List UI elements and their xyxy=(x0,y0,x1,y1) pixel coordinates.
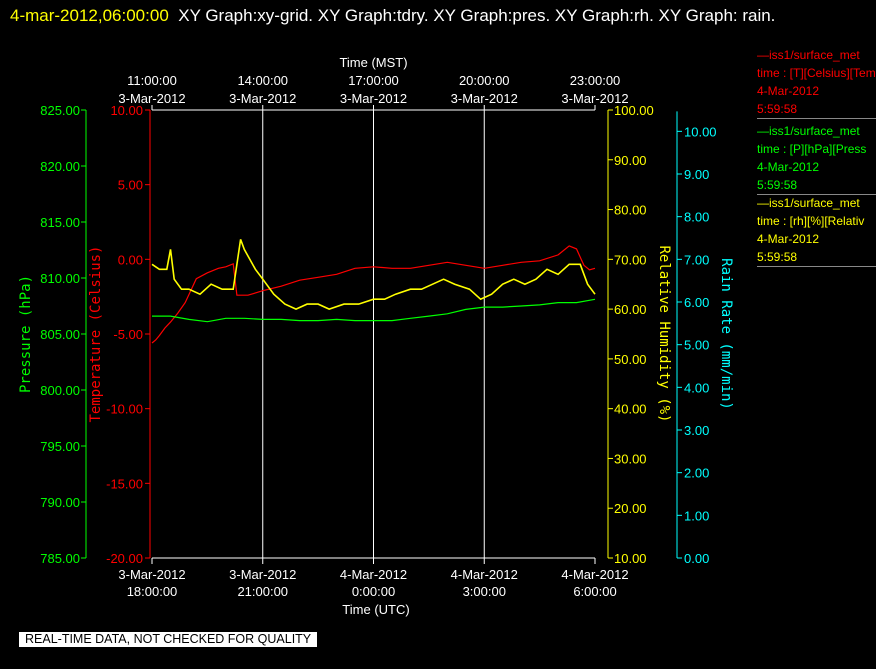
rh-tick-label-8: 90.00 xyxy=(614,153,647,168)
temperature-line xyxy=(151,245,596,344)
quality-notice: REAL-TIME DATA, NOT CHECKED FOR QUALITY xyxy=(19,632,318,647)
temp-tick-label-0: -20.00 xyxy=(106,551,143,566)
header: 4-mar-2012,06:00:00 XY Graph:xy-grid. XY… xyxy=(10,2,850,30)
top-tick-date-1: 3-Mar-2012 xyxy=(229,91,296,106)
bottom-tick-date-1: 3-Mar-2012 xyxy=(229,567,296,582)
timestamp: 4-mar-2012,06:00:00 xyxy=(10,6,169,25)
pres-tick-label-6: 815.00 xyxy=(40,215,80,230)
pres-tick-label-0: 785.00 xyxy=(40,551,80,566)
top-tick-date-3: 3-Mar-2012 xyxy=(451,91,518,106)
top-axis-label: Time (MST) xyxy=(339,55,407,70)
pressure-line xyxy=(152,298,596,323)
legend-temperature-time: 5:59:58 xyxy=(757,102,798,116)
legend-temperature-field: time : [T][Celsius][Temp xyxy=(757,66,876,80)
legend-pressure-time: 5:59:58 xyxy=(757,178,798,192)
top-tick-date-2: 3-Mar-2012 xyxy=(340,91,407,106)
top-tick-time-0: 11:00:00 xyxy=(127,73,177,88)
bottom-tick-date-4: 4-Mar-2012 xyxy=(561,567,628,582)
rain-tick-label-8: 8.00 xyxy=(684,210,709,225)
rh-tick-label-1: 20.00 xyxy=(614,501,647,516)
legend-humidity: —iss1/surface_met time : [rh][%][Relativ… xyxy=(757,194,876,267)
rain-tick-label-6: 6.00 xyxy=(684,295,709,310)
temp-tick-label-4: 0.00 xyxy=(118,252,143,267)
bottom-tick-time-2: 0:00:00 xyxy=(352,584,395,599)
rain-tick-label-10: 10.00 xyxy=(684,124,717,139)
temp-tick-label-3: -5.00 xyxy=(113,327,143,342)
rain-tick-label-7: 7.00 xyxy=(684,252,709,267)
pres-tick-label-4: 805.00 xyxy=(40,327,80,342)
rh-tick-label-4: 50.00 xyxy=(614,352,647,367)
pres-axis-title: Pressure (hPa) xyxy=(18,275,34,393)
temp-tick-label-2: -10.00 xyxy=(106,402,143,417)
rh-tick-label-5: 60.00 xyxy=(614,302,647,317)
rh-axis-title: Relative Humidity (%) xyxy=(656,245,672,422)
top-tick-time-1: 14:00:00 xyxy=(237,73,288,88)
legend-temperature-date: 4-Mar-2012 xyxy=(757,84,820,98)
bottom-tick-date-0: 3-Mar-2012 xyxy=(118,567,185,582)
bottom-tick-time-4: 6:00:00 xyxy=(573,584,616,599)
temp-tick-label-6: 10.00 xyxy=(110,103,143,118)
graph-title: XY Graph:xy-grid. XY Graph:tdry. XY Grap… xyxy=(178,6,776,25)
rain-tick-label-0: 0.00 xyxy=(684,551,709,566)
temp-axis-title: Temperature (Celsius) xyxy=(88,245,104,422)
legend-pressure-field: time : [P][hPa][Press xyxy=(757,142,867,156)
top-tick-time-2: 17:00:00 xyxy=(348,73,399,88)
rh-tick-label-0: 10.00 xyxy=(614,551,647,566)
bottom-tick-date-2: 4-Mar-2012 xyxy=(340,567,407,582)
top-tick-date-4: 3-Mar-2012 xyxy=(561,91,628,106)
bottom-tick-time-1: 21:00:00 xyxy=(237,584,288,599)
pres-tick-label-3: 800.00 xyxy=(40,383,80,398)
rh-tick-label-7: 80.00 xyxy=(614,203,647,218)
legend-temperature: —iss1/surface_met time : [T][Celsius][Te… xyxy=(757,46,876,119)
pres-tick-label-1: 790.00 xyxy=(40,495,80,510)
pres-tick-label-5: 810.00 xyxy=(40,271,80,286)
top-tick-date-0: 3-Mar-2012 xyxy=(118,91,185,106)
legend-humidity-date: 4-Mar-2012 xyxy=(757,232,820,246)
legend-humidity-source: —iss1/surface_met xyxy=(757,196,860,210)
rh-tick-label-6: 70.00 xyxy=(614,252,647,267)
rain-tick-label-9: 9.00 xyxy=(684,167,709,182)
bottom-tick-date-3: 4-Mar-2012 xyxy=(451,567,518,582)
bottom-axis-label: Time (UTC) xyxy=(342,602,409,617)
top-tick-time-3: 20:00:00 xyxy=(459,73,510,88)
rh-tick-label-3: 40.00 xyxy=(614,402,647,417)
rain-tick-label-4: 4.00 xyxy=(684,380,709,395)
legend-pressure-source: —iss1/surface_met xyxy=(757,124,860,138)
rain-tick-label-3: 3.00 xyxy=(684,423,709,438)
top-tick-time-4: 23:00:00 xyxy=(570,73,621,88)
rh-tick-label-2: 30.00 xyxy=(614,451,647,466)
bottom-tick-time-0: 18:00:00 xyxy=(127,584,178,599)
rh-tick-label-9: 100.00 xyxy=(614,103,654,118)
temp-tick-label-1: -15.00 xyxy=(106,476,143,491)
bottom-tick-time-3: 3:00:00 xyxy=(463,584,506,599)
rain-axis-title: Rain Rate (mm/min) xyxy=(718,258,734,410)
humidity-line xyxy=(151,239,596,310)
rain-tick-label-1: 1.00 xyxy=(684,508,709,523)
rain-tick-label-2: 2.00 xyxy=(684,466,709,481)
rain-tick-label-5: 5.00 xyxy=(684,338,709,353)
legend-pressure: —iss1/surface_met time : [P][hPa][Press … xyxy=(757,122,876,195)
pres-tick-label-8: 825.00 xyxy=(40,103,80,118)
temp-tick-label-5: 5.00 xyxy=(118,178,143,193)
pres-tick-label-2: 795.00 xyxy=(40,439,80,454)
legend-humidity-field: time : [rh][%][Relativ xyxy=(757,214,865,228)
legend-temperature-source: —iss1/surface_met xyxy=(757,48,860,62)
legend-pressure-date: 4-Mar-2012 xyxy=(757,160,820,174)
pres-tick-label-7: 820.00 xyxy=(40,159,80,174)
legend-humidity-time: 5:59:58 xyxy=(757,250,798,264)
